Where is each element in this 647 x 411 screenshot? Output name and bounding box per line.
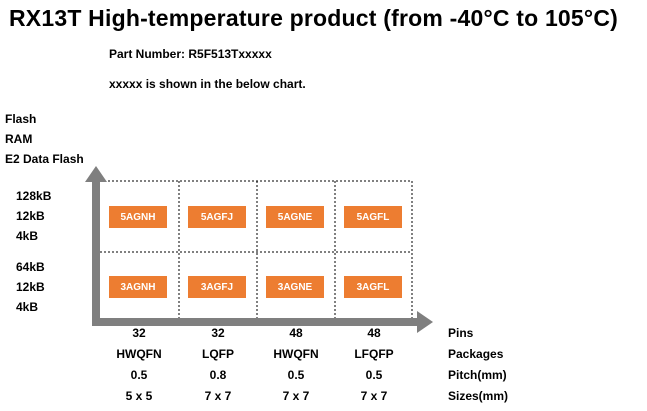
y-axis-label-flash: Flash bbox=[5, 112, 37, 126]
col-2-package: LQFP bbox=[202, 347, 234, 361]
x-axis-arrowhead bbox=[417, 311, 433, 333]
part-number: Part Number: R5F513Txxxxx bbox=[109, 47, 272, 61]
row-name-pins: Pins bbox=[448, 326, 474, 340]
row-name-sizes: Sizes(mm) bbox=[448, 389, 509, 403]
col-3-package: HWQFN bbox=[273, 347, 319, 361]
x-axis-shaft bbox=[92, 318, 418, 326]
row-name-packages: Packages bbox=[448, 347, 504, 361]
row-name-pitch: Pitch(mm) bbox=[448, 368, 507, 382]
part-number-note: xxxxx is shown in the below chart. bbox=[109, 77, 306, 91]
grid-lines bbox=[100, 180, 413, 321]
y-axis-label-e2: E2 Data Flash bbox=[5, 152, 84, 166]
y-axis-label-ram: RAM bbox=[5, 132, 33, 146]
code-badge: 5AGFL bbox=[344, 206, 402, 228]
code-badge: 3AGFJ bbox=[188, 276, 246, 298]
col-4-size: 7 x 7 bbox=[360, 389, 388, 403]
row-2-flash: 64kB bbox=[16, 260, 45, 274]
col-2-size: 7 x 7 bbox=[204, 389, 232, 403]
code-badge: 3AGFL bbox=[344, 276, 402, 298]
code-badge: 3AGNH bbox=[109, 276, 167, 298]
row-1-ram: 12kB bbox=[16, 209, 45, 223]
page-title: RX13T High-temperature product (from -40… bbox=[9, 5, 618, 31]
col-4-pitch: 0.5 bbox=[365, 368, 383, 382]
col-1-size: 5 x 5 bbox=[125, 389, 153, 403]
row-1-e2: 4kB bbox=[16, 229, 39, 243]
col-3-pins: 48 bbox=[289, 326, 303, 340]
col-2-pitch: 0.8 bbox=[209, 368, 227, 382]
row-2-ram: 12kB bbox=[16, 280, 45, 294]
col-3-size: 7 x 7 bbox=[282, 389, 310, 403]
code-badge: 5AGNH bbox=[109, 206, 167, 228]
y-axis-shaft bbox=[92, 180, 100, 326]
code-badge: 5AGFJ bbox=[188, 206, 246, 228]
col-3-pitch: 0.5 bbox=[287, 368, 305, 382]
col-1-pins: 32 bbox=[132, 326, 146, 340]
col-4-package: LFQFP bbox=[354, 347, 394, 361]
y-axis-arrowhead bbox=[85, 166, 107, 182]
code-badge: 5AGNE bbox=[266, 206, 324, 228]
col-4-pins: 48 bbox=[367, 326, 381, 340]
row-2-e2: 4kB bbox=[16, 300, 39, 314]
code-badge: 3AGNE bbox=[266, 276, 324, 298]
row-1-flash: 128kB bbox=[16, 189, 52, 203]
col-1-package: HWQFN bbox=[116, 347, 162, 361]
col-1-pitch: 0.5 bbox=[130, 368, 148, 382]
col-2-pins: 32 bbox=[211, 326, 225, 340]
axes bbox=[85, 166, 433, 333]
